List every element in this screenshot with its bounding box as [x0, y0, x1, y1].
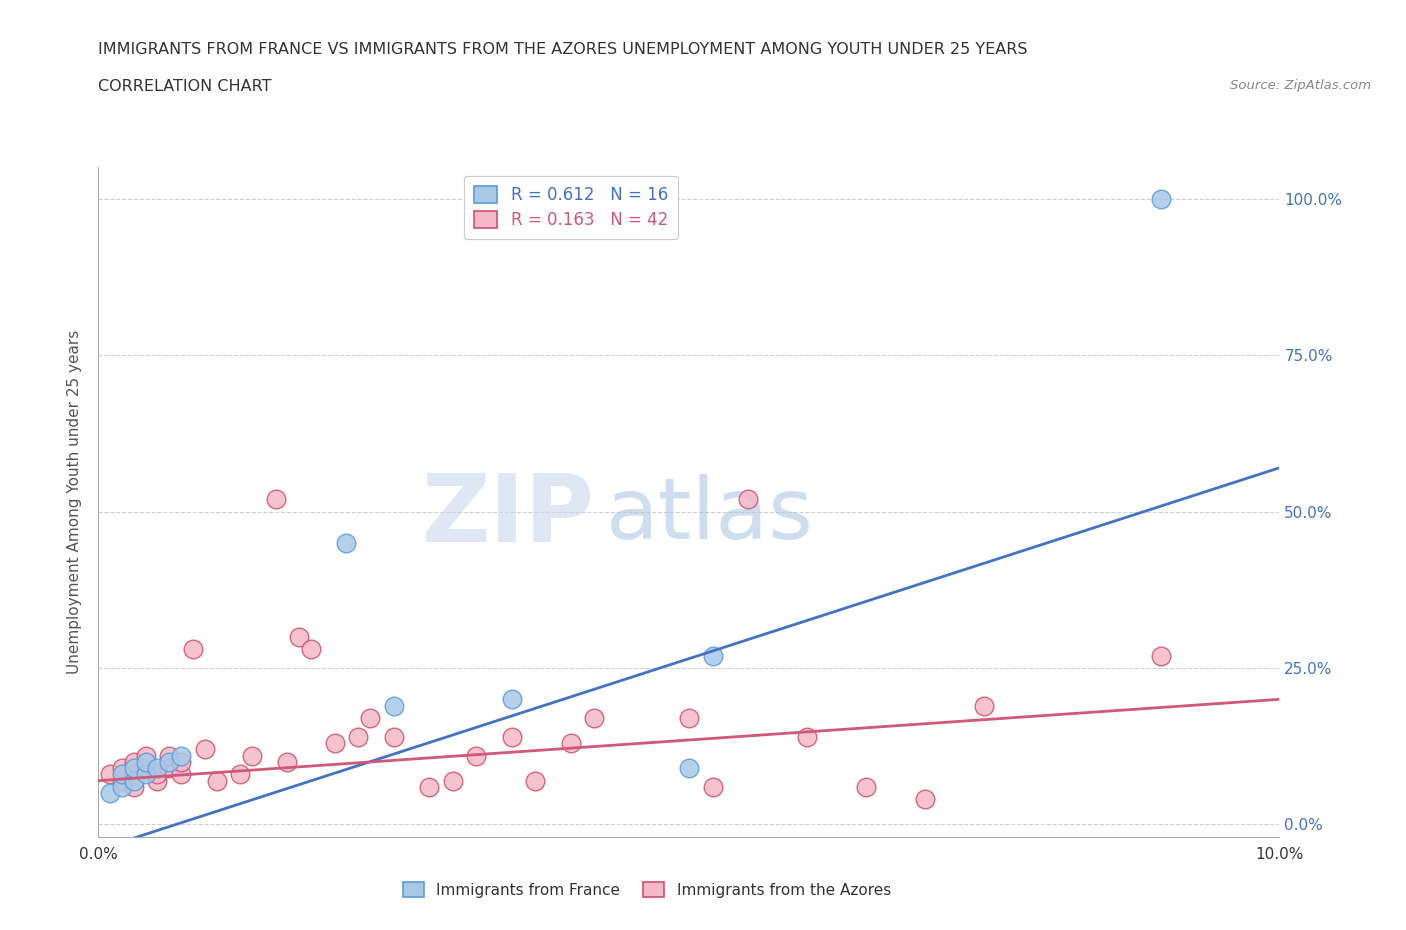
Point — [264, 492, 287, 507]
Point — [973, 698, 995, 713]
Point — [914, 792, 936, 807]
Point — [678, 711, 700, 725]
Text: atlas: atlas — [606, 474, 814, 557]
Point — [382, 698, 405, 713]
Point — [146, 773, 169, 788]
Legend: Immigrants from France, Immigrants from the Azores: Immigrants from France, Immigrants from … — [396, 875, 897, 904]
Point — [335, 536, 357, 551]
Legend: R = 0.612   N = 16, R = 0.163   N = 42: R = 0.612 N = 16, R = 0.163 N = 42 — [464, 176, 678, 239]
Point — [135, 767, 157, 782]
Point — [170, 767, 193, 782]
Text: ZIP: ZIP — [422, 470, 595, 562]
Point — [501, 729, 523, 744]
Point — [796, 729, 818, 744]
Point — [299, 642, 322, 657]
Point — [560, 736, 582, 751]
Point — [98, 786, 121, 801]
Point — [135, 749, 157, 764]
Point — [98, 767, 121, 782]
Point — [501, 692, 523, 707]
Point — [157, 749, 180, 764]
Point — [157, 754, 180, 769]
Point — [135, 754, 157, 769]
Point — [702, 648, 724, 663]
Point — [135, 761, 157, 776]
Point — [678, 761, 700, 776]
Point — [194, 742, 217, 757]
Point — [347, 729, 370, 744]
Text: IMMIGRANTS FROM FRANCE VS IMMIGRANTS FROM THE AZORES UNEMPLOYMENT AMONG YOUTH UN: IMMIGRANTS FROM FRANCE VS IMMIGRANTS FRO… — [98, 42, 1028, 57]
Point — [111, 773, 134, 788]
Point — [157, 761, 180, 776]
Point — [737, 492, 759, 507]
Point — [418, 779, 440, 794]
Point — [855, 779, 877, 794]
Point — [288, 630, 311, 644]
Point — [1150, 192, 1173, 206]
Point — [229, 767, 252, 782]
Point — [181, 642, 204, 657]
Point — [122, 773, 145, 788]
Point — [122, 761, 145, 776]
Point — [1150, 648, 1173, 663]
Point — [359, 711, 381, 725]
Y-axis label: Unemployment Among Youth under 25 years: Unemployment Among Youth under 25 years — [67, 330, 83, 674]
Point — [122, 767, 145, 782]
Point — [146, 761, 169, 776]
Point — [382, 729, 405, 744]
Point — [111, 779, 134, 794]
Point — [170, 754, 193, 769]
Point — [111, 761, 134, 776]
Point — [122, 779, 145, 794]
Point — [702, 779, 724, 794]
Text: CORRELATION CHART: CORRELATION CHART — [98, 79, 271, 94]
Point — [205, 773, 228, 788]
Point — [240, 749, 263, 764]
Point — [465, 749, 488, 764]
Point — [276, 754, 298, 769]
Point — [441, 773, 464, 788]
Point — [583, 711, 606, 725]
Point — [323, 736, 346, 751]
Point — [524, 773, 547, 788]
Point — [170, 749, 193, 764]
Point — [122, 754, 145, 769]
Point — [146, 767, 169, 782]
Point — [111, 767, 134, 782]
Text: Source: ZipAtlas.com: Source: ZipAtlas.com — [1230, 79, 1371, 92]
